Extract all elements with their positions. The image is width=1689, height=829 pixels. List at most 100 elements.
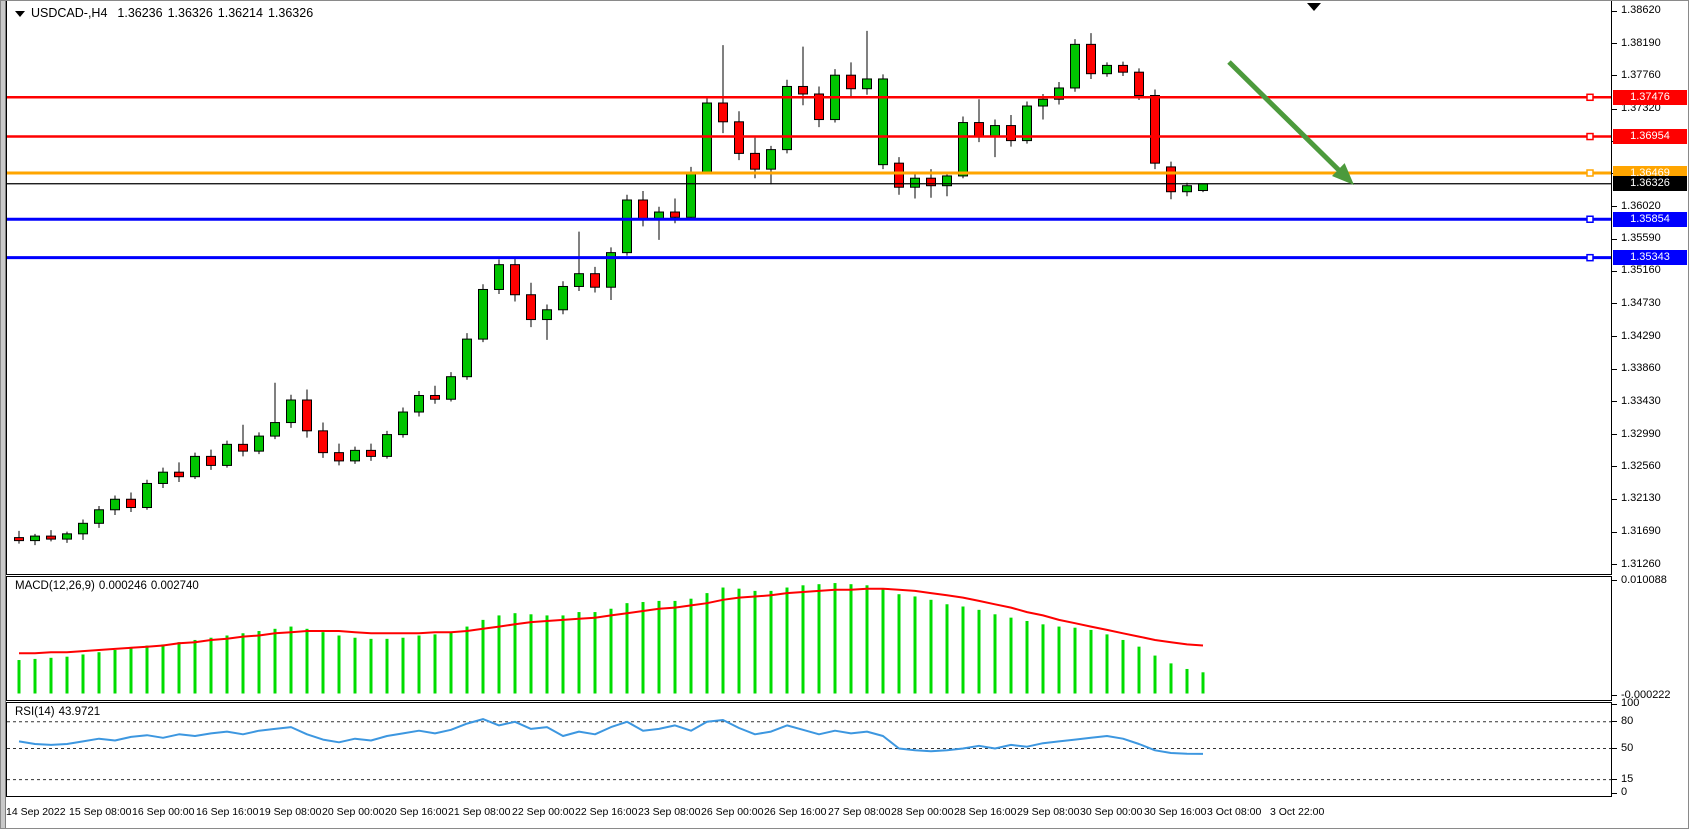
level-price-badge[interactable]: 1.37476 xyxy=(1613,89,1687,105)
date-label: 22 Sep 00:00 xyxy=(512,806,575,818)
bull-candle xyxy=(446,376,456,400)
rsi-canvas[interactable] xyxy=(7,703,1611,796)
price-tick-label: 1.32560 xyxy=(1621,459,1661,472)
macd-histogram-bar xyxy=(1089,629,1093,694)
macd-histogram-bar xyxy=(81,654,85,694)
date-label: 26 Sep 00:00 xyxy=(701,806,764,818)
price-tick-label: 1.33430 xyxy=(1621,394,1661,407)
macd-histogram-bar xyxy=(1009,617,1013,694)
chart-shift-marker-icon[interactable] xyxy=(1307,3,1321,11)
macd-histogram-bar xyxy=(1025,620,1029,694)
bear-candle xyxy=(526,294,536,321)
level-price-badge[interactable]: 1.35343 xyxy=(1613,250,1687,266)
bull-candle xyxy=(382,434,392,457)
bear-candle xyxy=(926,177,936,187)
bear-candle xyxy=(430,394,440,400)
macd-histogram-bar xyxy=(49,657,53,694)
macd-histogram-bar xyxy=(129,647,133,694)
macd-label: MACD(12,26,9) 0.000246 0.002740 xyxy=(15,580,203,592)
bull-candle xyxy=(78,522,88,535)
macd-histogram-bar xyxy=(273,628,277,694)
chart-title[interactable]: USDCAD-,H4 1.36236 1.36326 1.36214 1.36326 xyxy=(15,6,318,20)
left-window-border xyxy=(0,0,6,829)
bull-candle xyxy=(462,338,472,378)
bull-candle xyxy=(350,449,360,462)
axis-tick-dash xyxy=(1612,498,1617,500)
axis-tick-dash xyxy=(1612,564,1617,566)
bull-candle xyxy=(862,78,872,90)
macd-histogram-bar xyxy=(593,612,597,694)
bear-candle xyxy=(1118,64,1128,73)
price-tick-label: 1.34730 xyxy=(1621,296,1661,309)
date-label: 3 Oct 22:00 xyxy=(1270,806,1325,818)
macd-histogram-bar xyxy=(961,606,965,694)
date-label: 23 Sep 08:00 xyxy=(638,806,701,818)
macd-histogram-bar xyxy=(97,652,101,694)
date-label: 27 Sep 08:00 xyxy=(828,806,891,818)
bear-candle xyxy=(46,535,56,540)
macd-histogram-bar xyxy=(337,635,341,694)
macd-histogram-bar xyxy=(625,603,629,694)
bull-candle xyxy=(574,273,584,287)
bull-candle xyxy=(478,288,488,340)
symbol-timeframe-label: USDCAD-,H4 xyxy=(31,6,108,20)
macd-histogram-bar xyxy=(353,637,357,694)
trend-arrow[interactable] xyxy=(1227,60,1343,175)
bull-candle xyxy=(942,175,952,187)
macd-main-value: 0.000246 xyxy=(98,580,147,592)
date-label: 30 Sep 16:00 xyxy=(1144,806,1207,818)
bull-candle xyxy=(94,509,104,524)
macd-panel[interactable]: MACD(12,26,9) 0.000246 0.002740 xyxy=(6,576,1612,701)
price-chart-canvas[interactable] xyxy=(7,1,1611,574)
macd-histogram-bar xyxy=(945,604,949,694)
price-chart-panel[interactable]: USDCAD-,H4 1.36236 1.36326 1.36214 1.36326 xyxy=(6,0,1612,575)
macd-signal-line xyxy=(19,587,1204,655)
date-label: 20 Sep 16:00 xyxy=(385,806,448,818)
time-axis[interactable]: 14 Sep 2022 15 Sep 08:00 16 Sep 00:00 16 Se… xyxy=(6,797,1612,827)
rsi-axis-label: 50 xyxy=(1621,741,1634,754)
bull-candle xyxy=(110,498,120,511)
symbol-dropdown-icon[interactable] xyxy=(15,11,25,17)
level-handle[interactable] xyxy=(1586,132,1594,141)
bull-candle xyxy=(990,125,1000,137)
rsi-panel[interactable]: RSI(14) 43.9721 xyxy=(6,702,1612,797)
date-label: 16 Sep 00:00 xyxy=(132,806,195,818)
level-handle[interactable] xyxy=(1586,169,1594,177)
rsi-axis-label: 0 xyxy=(1621,786,1628,798)
macd-histogram-bar xyxy=(1169,663,1173,694)
bear-candle xyxy=(718,102,728,123)
bull-candle xyxy=(558,285,568,311)
macd-histogram-bar xyxy=(1185,668,1189,694)
macd-histogram-bar xyxy=(481,619,485,694)
level-handle[interactable] xyxy=(1586,215,1594,223)
level-handle[interactable] xyxy=(1586,93,1594,102)
level-price-badge[interactable]: 1.36954 xyxy=(1613,129,1687,145)
axis-tick-dash xyxy=(1612,531,1617,533)
macd-histogram-bar xyxy=(769,590,773,694)
price-tick-label: 1.32130 xyxy=(1621,492,1661,505)
macd-histogram-bar xyxy=(497,615,501,694)
price-axis[interactable]: 1.386201.381901.377601.373201.368901.364… xyxy=(1612,0,1689,798)
macd-canvas[interactable] xyxy=(7,577,1611,700)
bull-candle xyxy=(622,199,632,254)
price-tick-label: 1.34290 xyxy=(1621,329,1661,342)
axis-tick-dash xyxy=(1612,721,1617,723)
macd-histogram-bar xyxy=(641,602,645,694)
date-label: 3 Oct 08:00 xyxy=(1207,806,1262,818)
macd-histogram-bar xyxy=(993,614,997,694)
macd-histogram-bar xyxy=(849,584,853,694)
bear-candle xyxy=(238,443,248,452)
macd-axis-label: 0.010088 xyxy=(1621,573,1667,586)
price-tick-label: 1.32990 xyxy=(1621,427,1661,440)
bull-candle xyxy=(606,252,616,288)
level-price-badge[interactable]: 1.35854 xyxy=(1613,211,1687,227)
bull-candle xyxy=(782,85,792,151)
date-label: 20 Sep 00:00 xyxy=(322,806,385,818)
trend-arrow-head[interactable] xyxy=(1332,163,1354,185)
macd-histogram-bar xyxy=(449,632,453,694)
macd-histogram-bar xyxy=(785,587,789,694)
axis-tick-dash xyxy=(1612,75,1617,77)
macd-histogram-bar xyxy=(145,645,149,694)
bear-candle xyxy=(14,537,24,542)
level-handle[interactable] xyxy=(1586,253,1594,262)
